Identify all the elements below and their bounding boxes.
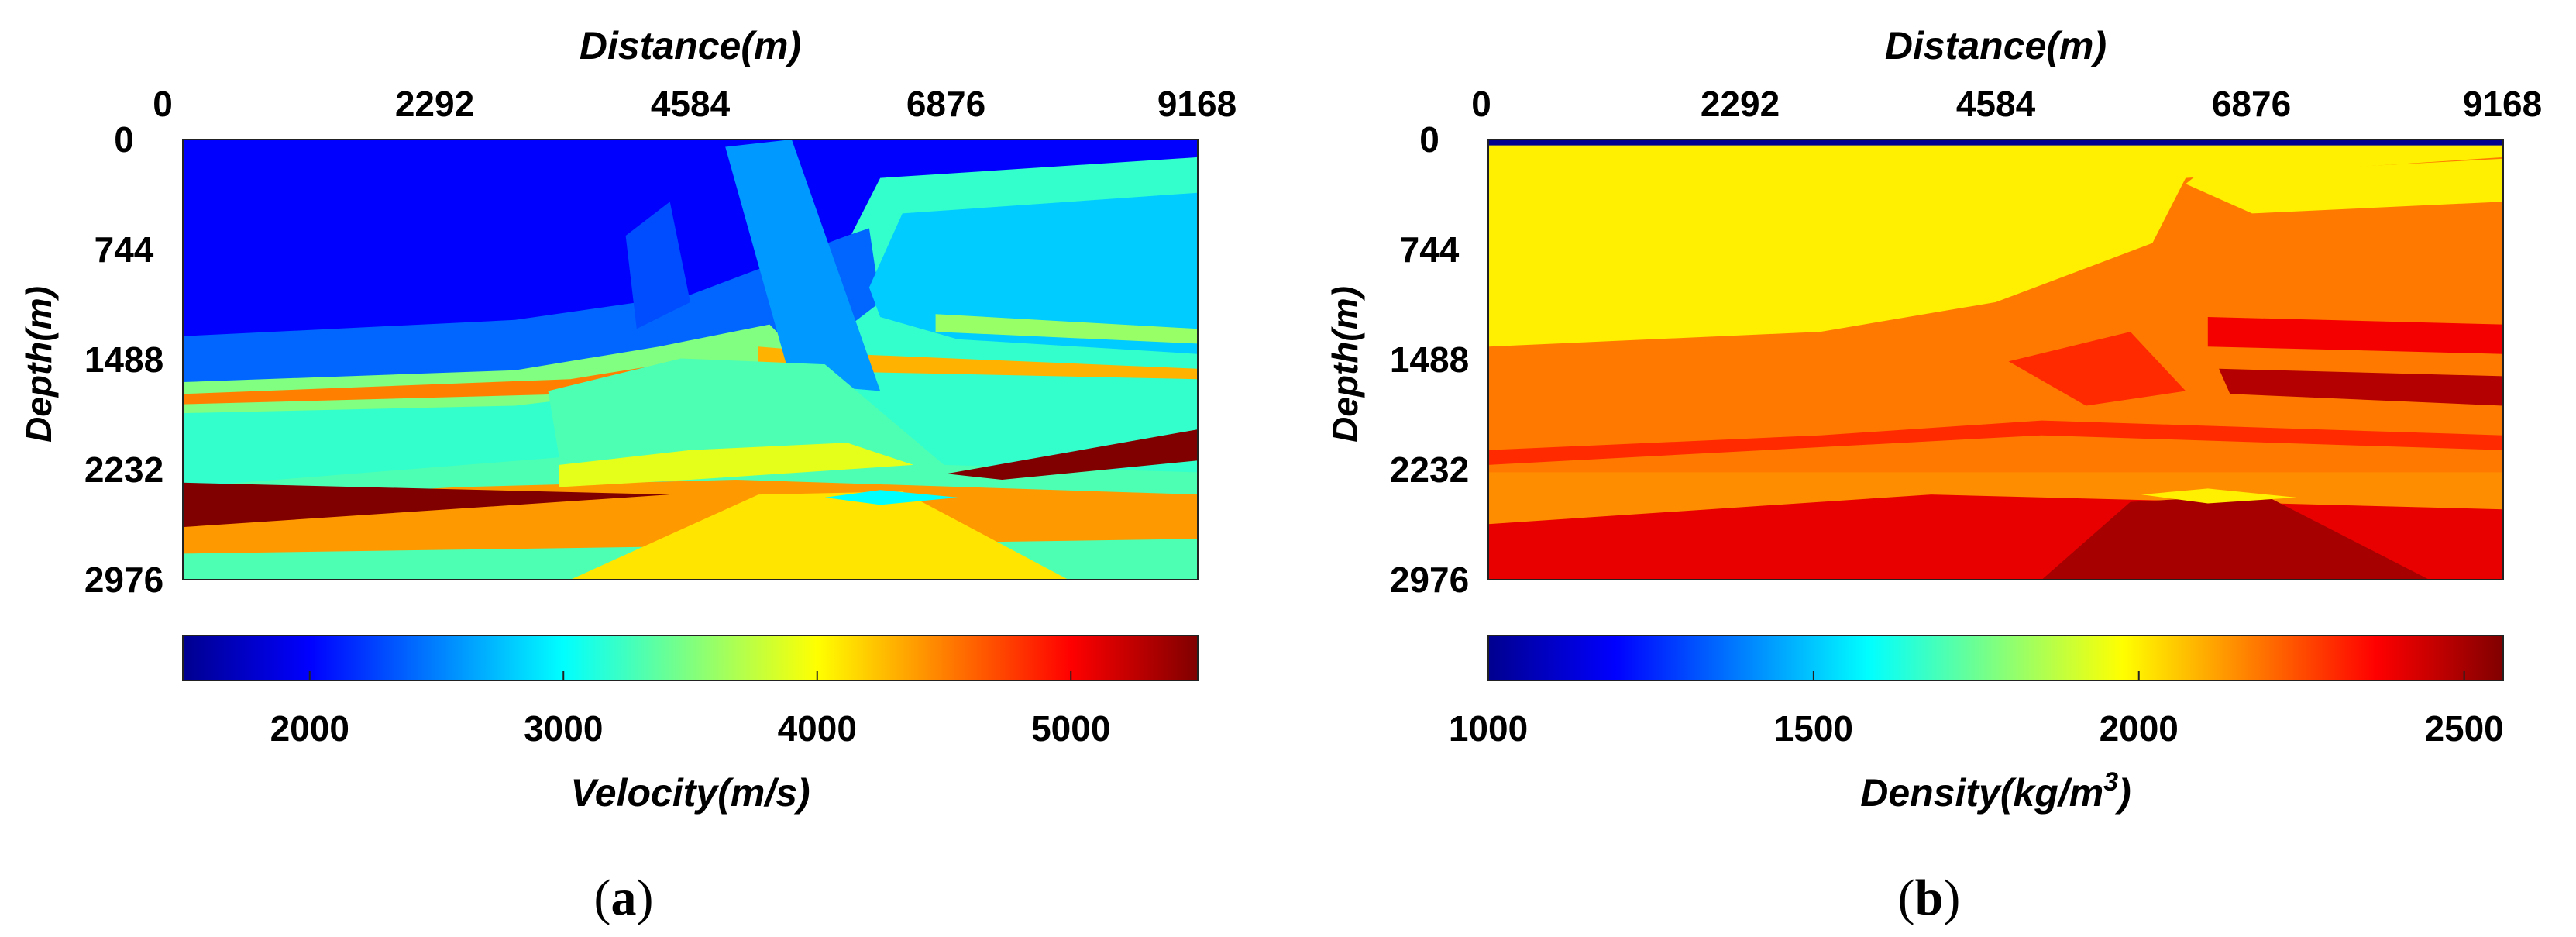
- y-tick-label: 0: [1419, 119, 1439, 160]
- velocity-region: [946, 429, 1198, 480]
- x-tick-label: 2292: [395, 84, 474, 124]
- colorbar-label: Density(kg/m3): [1860, 767, 2131, 815]
- x-tick-label: 4584: [1956, 84, 2036, 124]
- y-tick-label: 1488: [84, 339, 163, 380]
- plot-frame: [1487, 139, 2504, 580]
- y-axis-title: Depth(m): [1325, 286, 1365, 443]
- density-region: [2008, 332, 2186, 406]
- velocity-region: [868, 192, 1198, 354]
- colorbar-tick-label: 1500: [1774, 708, 1853, 749]
- density-region: [2141, 488, 2297, 504]
- velocity-region: [935, 314, 1198, 344]
- y-tick-label: 0: [114, 119, 134, 160]
- colorbar-tick-label: 1000: [1449, 708, 1528, 749]
- density-region: [2186, 158, 2503, 214]
- velocity-region: [824, 490, 958, 505]
- density-heatmap: [1488, 140, 2503, 580]
- density-region: [1488, 420, 2503, 465]
- velocity-heatmap: [183, 140, 1198, 580]
- x-tick-label: 6876: [2212, 84, 2291, 124]
- x-tick-label: 9168: [2463, 84, 2542, 124]
- velocity-region: [725, 140, 881, 391]
- y-tick-label: 744: [95, 229, 154, 270]
- velocity-region: [625, 202, 690, 329]
- x-tick-labels: 0 2292 4584 6876 9168: [1471, 84, 2542, 124]
- colorbar-tick-label: 2500: [2424, 708, 2503, 749]
- x-tick-label: 0: [153, 84, 173, 124]
- density-colorbar: 1000 1500 2000 2500 Density(kg/m3): [1449, 635, 2504, 815]
- panel-a: Distance(m) 0 2292 4584 6876 9168 Depth(…: [19, 24, 1236, 926]
- x-tick-label: 0: [1471, 84, 1491, 124]
- x-tick-labels: 0 2292 4584 6876 9168: [153, 84, 1236, 124]
- y-tick-labels: 0 744 1488 2232 2976: [1390, 119, 1469, 600]
- x-axis-title: Distance(m): [1885, 24, 2107, 67]
- panel-label-b: (b): [1898, 870, 1961, 926]
- density-region: [1488, 140, 2503, 146]
- x-tick-label: 6876: [906, 84, 985, 124]
- y-tick-label: 2976: [1390, 560, 1469, 600]
- velocity-region: [183, 361, 703, 405]
- colorbar-gradient: [182, 635, 1199, 681]
- density-region: [1488, 140, 2503, 347]
- x-tick-label: 2292: [1701, 84, 1780, 124]
- plot-frame: [182, 139, 1199, 580]
- colorbar-tick-label: 4000: [778, 708, 857, 749]
- x-tick-label: 4584: [651, 84, 731, 124]
- velocity-region: [183, 140, 1198, 347]
- y-tick-label: 2232: [1390, 450, 1469, 490]
- colorbar-tick-label: 5000: [1031, 708, 1110, 749]
- panel-label-a: (a): [594, 870, 654, 926]
- x-axis-title: Distance(m): [580, 24, 801, 67]
- y-tick-label: 2976: [84, 560, 163, 600]
- density-region: [2041, 494, 2430, 580]
- x-tick-label: 9168: [1157, 84, 1236, 124]
- velocity-colorbar: 2000 3000 4000 5000 Velocity(m/s): [182, 635, 1199, 815]
- y-tick-labels: 0 744 1488 2232 2976: [84, 119, 163, 600]
- velocity-region: [570, 491, 1069, 580]
- y-tick-label: 744: [1400, 229, 1460, 270]
- colorbar-tick-label: 3000: [524, 708, 603, 749]
- colorbar-tick-label: 2000: [2100, 708, 2179, 749]
- velocity-region: [183, 482, 670, 528]
- velocity-region: [559, 443, 914, 487]
- colorbar-label: Velocity(m/s): [570, 771, 810, 815]
- panel-b: Distance(m) 0 2292 4584 6876 9168 Depth(…: [1325, 24, 2542, 926]
- colorbar-gradient: [1487, 635, 2504, 681]
- colorbar-tick-label: 2000: [270, 708, 349, 749]
- y-axis-title: Depth(m): [19, 286, 59, 443]
- y-tick-label: 2232: [84, 450, 163, 490]
- density-region: [2207, 317, 2503, 354]
- density-region: [2219, 368, 2503, 406]
- y-tick-label: 1488: [1390, 339, 1469, 380]
